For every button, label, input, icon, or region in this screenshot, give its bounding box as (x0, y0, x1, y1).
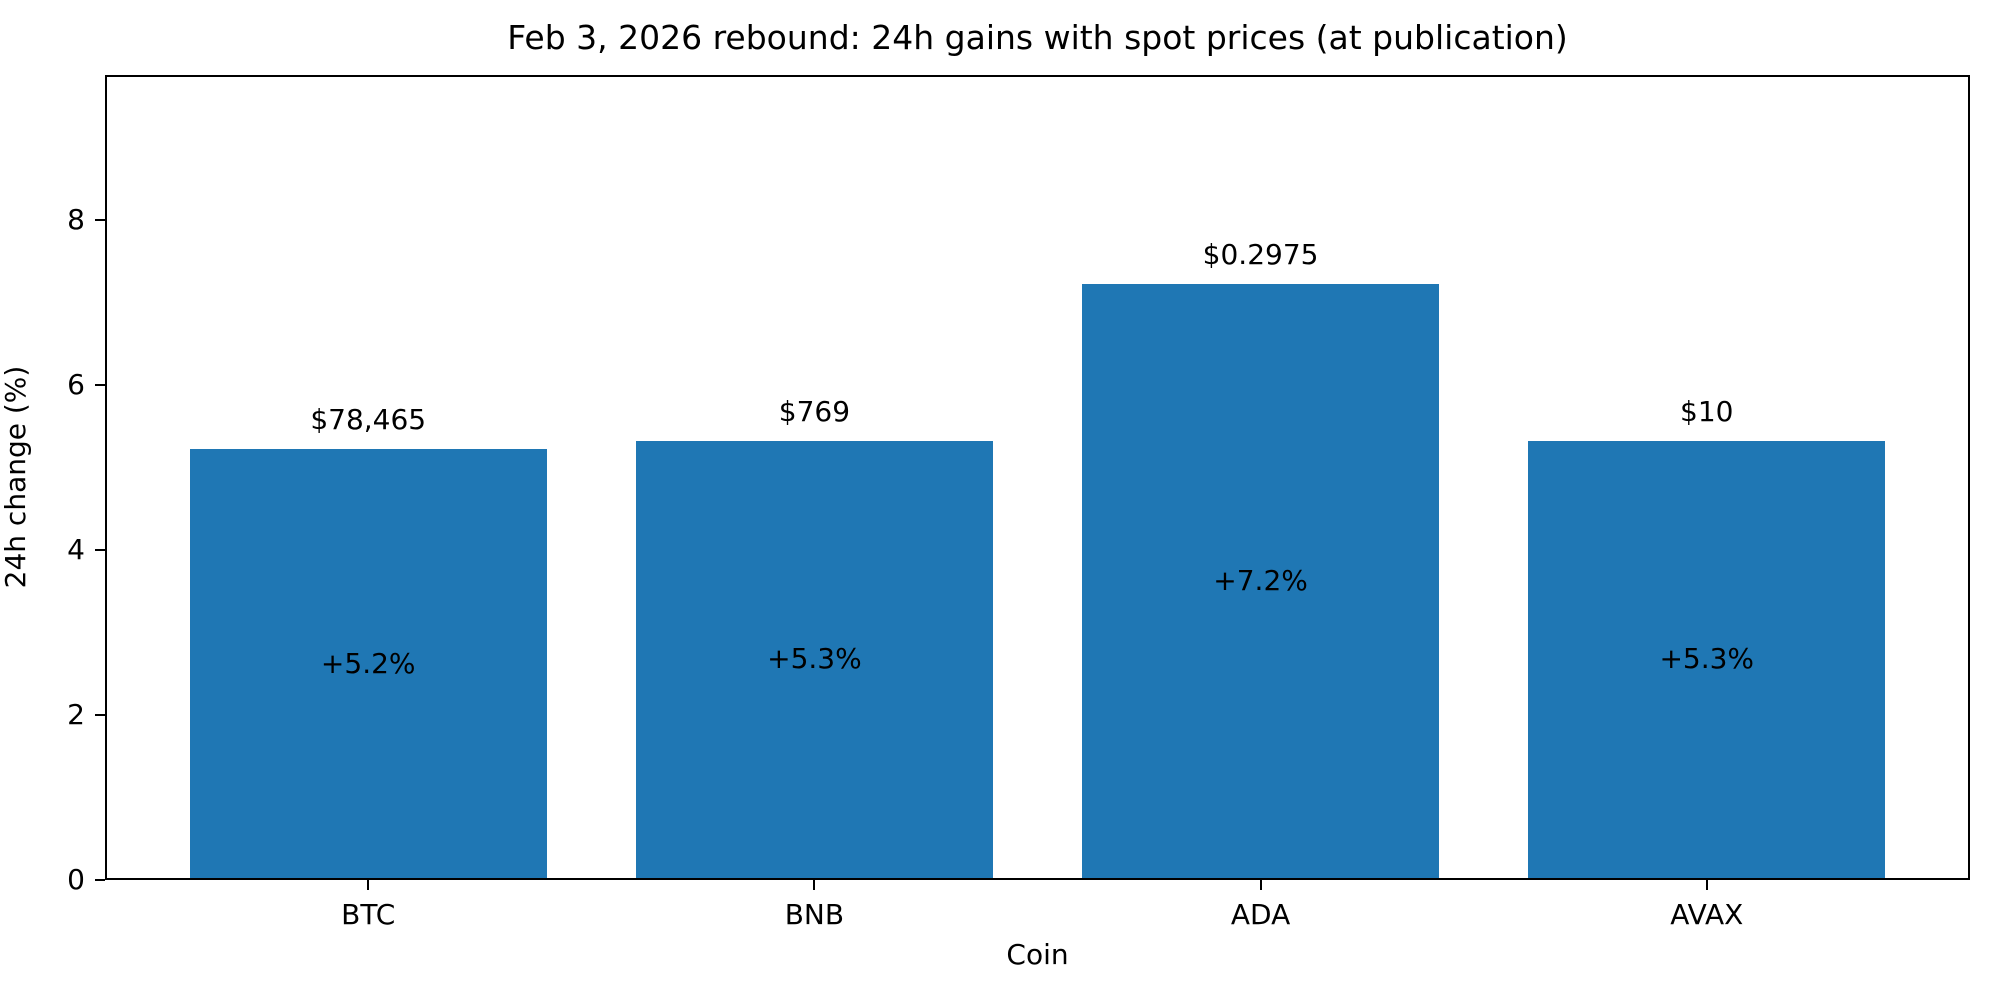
y-tick-label: 6 (67, 368, 85, 402)
chart-title: Feb 3, 2026 rebound: 24h gains with spot… (507, 18, 1568, 57)
x-tick-mark (1259, 880, 1262, 890)
bar-change-label-bnb: +5.3% (767, 642, 862, 676)
bar-avax (1528, 440, 1886, 878)
bar-change-label-btc: +5.2% (320, 646, 416, 680)
bar-price-label-bnb: $769 (778, 394, 851, 428)
bar-change-label-ada: +7.2% (1213, 564, 1308, 598)
x-tick-mark (367, 880, 370, 890)
y-tick-mark (95, 714, 105, 717)
x-tick-label-bnb: BNB (784, 898, 845, 931)
x-axis-label: Coin (1006, 938, 1069, 971)
x-tick-label-btc: BTC (341, 898, 396, 931)
x-tick-mark (813, 880, 816, 890)
bar-price-label-btc: $78,465 (310, 403, 427, 437)
y-tick-mark (95, 549, 105, 552)
y-tick-label: 8 (67, 203, 85, 237)
y-tick-label: 2 (67, 698, 85, 732)
y-tick-mark (95, 384, 105, 387)
bar-btc (189, 449, 547, 878)
bar-change-label-avax: +5.3% (1659, 642, 1755, 676)
y-tick-mark (95, 219, 105, 222)
y-tick-label: 0 (67, 863, 85, 896)
x-tick-mark (1705, 880, 1708, 890)
bar-price-label-ada: $0.2975 (1202, 238, 1319, 272)
plot-area: +5.2% $78,465 +5.3% $769 +7.2% $0.2975 +5.3% $1… (105, 75, 1970, 880)
y-tick-mark (95, 879, 105, 881)
x-tick-label-ada: ADA (1230, 898, 1291, 931)
bar-bnb (635, 440, 993, 878)
bar-price-label-avax: $10 (1680, 394, 1734, 428)
x-tick-label-avax: AVAX (1670, 898, 1744, 931)
y-tick-label: 4 (67, 533, 85, 567)
bar-ada (1082, 284, 1440, 878)
